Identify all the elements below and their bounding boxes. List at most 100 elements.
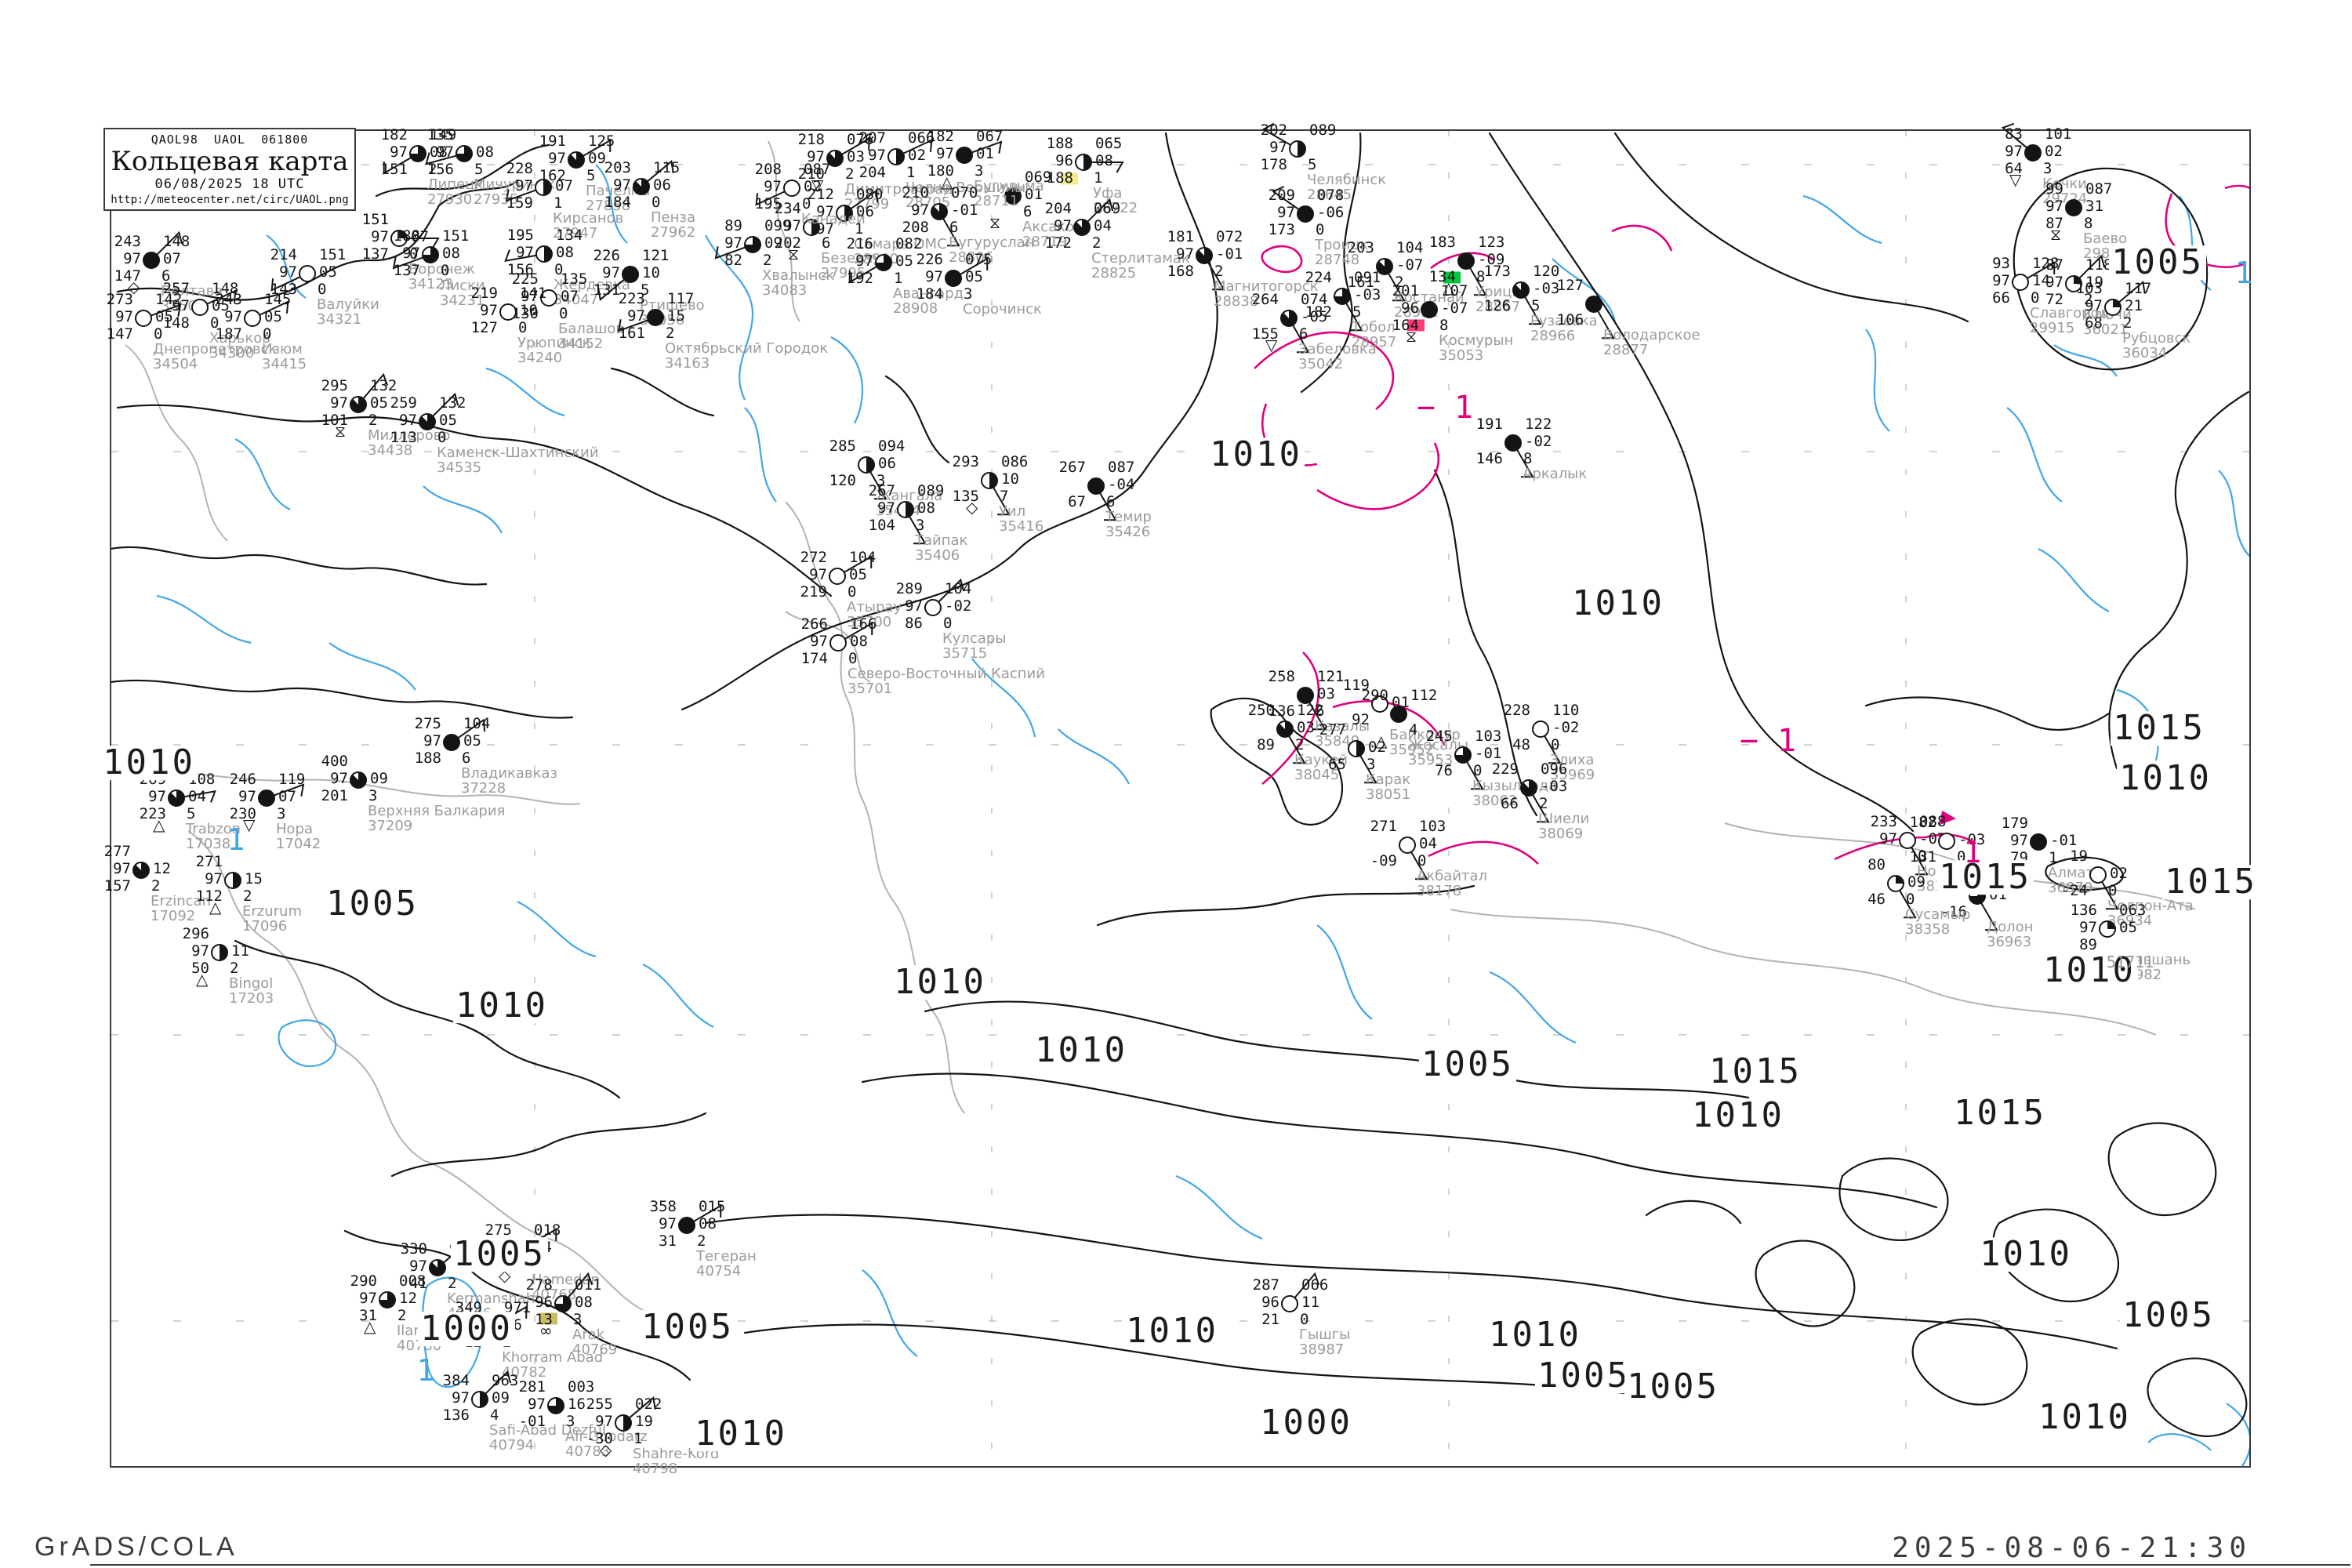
station-glyph: [2030, 833, 2047, 851]
cloud-cover-fill: [430, 1260, 445, 1276]
station-glyph: [858, 456, 887, 500]
station-dewpoint: 137: [393, 262, 420, 279]
station-name: Жердевка 34047: [554, 277, 630, 308]
station-weather-code: 2: [448, 1275, 457, 1292]
station-weather-code: 2: [230, 960, 239, 977]
station-dewpoint: 106: [1556, 311, 1584, 328]
station-dewpoint: 184: [916, 285, 943, 303]
station-temperature: 99: [2045, 180, 2063, 198]
station-temperature: 250: [1247, 702, 1275, 719]
cloud-cover-fill: [844, 205, 852, 221]
cloud-cover-circle: [622, 266, 639, 283]
wind-barb: [909, 516, 927, 545]
station-tendency: -03: [1533, 280, 1560, 297]
station-glyph: [419, 392, 459, 430]
station-temperature: 201: [1392, 282, 1419, 299]
wind-barb: [629, 1396, 656, 1419]
station-weather-code: 8: [1476, 268, 1486, 285]
station-pressure: 066: [1301, 1276, 1329, 1294]
wind-barb: [850, 189, 879, 210]
isobar-label: 1010: [1977, 1237, 2074, 1272]
station-dewpoint: 136: [1268, 702, 1295, 720]
station-weather-code: 4: [1409, 721, 1418, 739]
cloud-cover-circle: [2030, 833, 2047, 851]
wind-barb: [841, 137, 870, 155]
station-dewpoint: 101: [321, 412, 348, 429]
station-temperature: 195: [506, 227, 534, 244]
cloud-cover-circle: [443, 734, 460, 751]
cloud-cover-fill: [876, 255, 891, 270]
cloud-cover-fill: [233, 873, 241, 888]
wind-barb: [485, 1370, 512, 1395]
station-pressure: 078: [1317, 187, 1345, 204]
station-tendency: -02: [1525, 433, 1552, 450]
station-dewpoint: 157: [103, 877, 131, 895]
station-weather-code: 3: [277, 805, 286, 822]
station-glyph: [945, 257, 989, 287]
station-weather-code: 2: [368, 412, 378, 429]
station-pressure: 148: [163, 233, 191, 250]
station-name: Безенчук 27995: [821, 250, 890, 281]
station-pressure: 118: [2085, 256, 2113, 274]
station-weather-code: 6: [1023, 203, 1033, 220]
station-glyph: [1348, 740, 1377, 784]
station-dewpoint: 135: [952, 488, 979, 505]
station-name: Тайпак 35406: [915, 532, 968, 564]
station-glyph: [1421, 301, 1438, 318]
wind-barb: [2101, 881, 2119, 910]
wind-barb: [1597, 310, 1615, 339]
station-glyph: [597, 266, 639, 302]
station-weather-code: 0: [1918, 848, 1927, 865]
station-tendency: 11: [1301, 1294, 1319, 1311]
station-glyph: [211, 944, 228, 961]
station-weather-code: 0: [318, 281, 327, 298]
station-temperature: 228: [506, 160, 533, 177]
station-dewpoint: 156: [506, 261, 534, 278]
station-name: Hopa 17042: [276, 821, 321, 852]
station-humidity: 97: [613, 176, 631, 194]
station-dewpoint: 131: [1909, 848, 1936, 866]
cloud-cover-fill: [1513, 282, 1529, 298]
station-humidity: 97: [809, 566, 827, 583]
station-temperature: 202: [1260, 122, 1287, 139]
wind-barb: [1980, 902, 1998, 931]
station-humidity: 97: [905, 597, 923, 615]
station-weather-code: 0: [1417, 852, 1427, 869]
isobar-label: 1005: [2109, 245, 2206, 281]
station-glyph: [755, 180, 800, 206]
cloud-cover-fill: [410, 146, 426, 162]
station-temperature: 295: [321, 377, 348, 394]
station-dewpoint: 48: [1512, 736, 1530, 753]
station-temperature: 179: [2001, 815, 2028, 832]
station-temperature: 203: [604, 159, 631, 176]
station-name: Кирсанов 27947: [553, 210, 624, 241]
station-humidity: 97: [205, 870, 223, 887]
cloud-cover-fill: [1521, 780, 1537, 796]
station-weather-code: 2: [151, 877, 161, 895]
station-pressure: 125: [588, 132, 615, 150]
station-temperature: 257: [162, 280, 190, 297]
wind-barb: [1388, 273, 1406, 302]
station-temperature: 243: [114, 233, 141, 250]
station-humidity: 97: [172, 297, 190, 314]
cloud-cover-fill: [169, 790, 184, 806]
station-weather-code: 2: [1295, 736, 1305, 753]
station-glyph: [956, 140, 1003, 164]
station-humidity: 97: [807, 148, 825, 165]
station-glyph: [1272, 186, 1314, 223]
station-name: Trabzon 17038: [186, 821, 241, 852]
station-glyph: [224, 872, 241, 889]
wind-barb: [504, 249, 537, 262]
station-humidity: 97: [115, 308, 133, 325]
station-tendency: 16: [568, 1396, 586, 1413]
station-glyph: [258, 783, 305, 807]
station-temperature: 275: [414, 715, 441, 732]
station-tendency: 05: [895, 252, 913, 270]
station-glyph: [1297, 687, 1327, 731]
station-weather-code: 3: [566, 1413, 575, 1430]
station-tendency: -06: [1317, 204, 1345, 221]
station-pressure: 091: [1354, 269, 1381, 286]
station-temperature: 207: [858, 129, 886, 147]
map-datetime: 06/08/2025 18 UTC: [154, 176, 305, 192]
station-dewpoint: 76: [1435, 762, 1453, 779]
